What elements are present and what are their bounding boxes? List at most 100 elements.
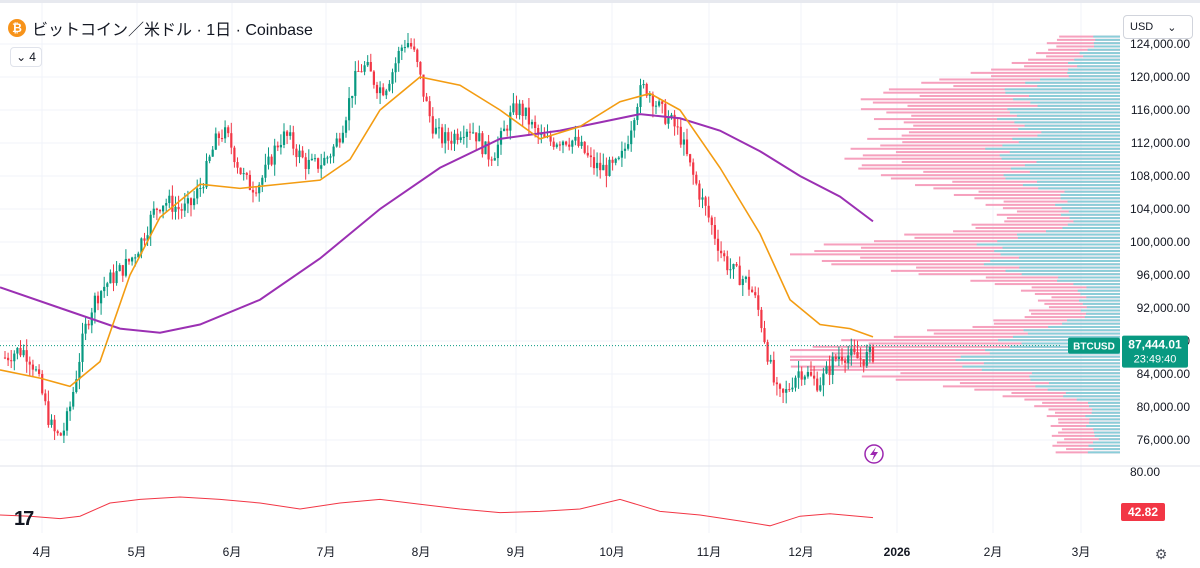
volume-profile-bar bbox=[1065, 391, 1120, 394]
candle-body bbox=[459, 137, 462, 141]
volume-profile-bar bbox=[1017, 233, 1120, 236]
candle-body bbox=[360, 71, 363, 73]
candle-body bbox=[425, 96, 428, 102]
volume-profile-bar bbox=[1036, 52, 1120, 55]
candle-body bbox=[53, 419, 56, 432]
candle-body bbox=[196, 188, 199, 199]
volume-profile-bar bbox=[844, 157, 1120, 160]
candle-body bbox=[682, 139, 685, 145]
volume-profile-bar bbox=[1030, 378, 1120, 381]
volume-profile-bar bbox=[1048, 48, 1120, 51]
candle-body bbox=[109, 272, 112, 284]
candle-body bbox=[406, 43, 410, 48]
volume-profile-bar bbox=[997, 240, 1120, 243]
candle-body bbox=[831, 356, 834, 375]
candle-body bbox=[416, 49, 419, 62]
volume-profile-bar bbox=[846, 362, 1120, 365]
volume-profile-bar bbox=[1016, 210, 1120, 213]
volume-profile-bar bbox=[974, 388, 1120, 391]
candle-body bbox=[134, 257, 137, 259]
candle-body bbox=[335, 138, 338, 147]
volume-profile-bar bbox=[883, 91, 1120, 94]
price-axis-label: 100,000.00 bbox=[1130, 235, 1190, 249]
symbol-tag bbox=[1068, 337, 1120, 354]
symbol-title[interactable]: ビットコイン／米ドル · 1日 · Coinbase bbox=[32, 22, 313, 39]
time-axis-label: 7月 bbox=[317, 545, 336, 559]
volume-profile-bar bbox=[1002, 246, 1120, 249]
volume-profile-bar bbox=[1085, 415, 1120, 418]
candle-body bbox=[661, 101, 664, 104]
candle-body bbox=[239, 167, 242, 175]
candle-body bbox=[689, 154, 692, 163]
rsi-axis-label: 80.00 bbox=[1130, 465, 1160, 479]
candle-body bbox=[19, 347, 22, 356]
chart-canvas[interactable]: 124,000.00 120,000.00 116,000.00 112,000.00… bbox=[0, 3, 1200, 568]
candle-body bbox=[13, 353, 16, 362]
volume-profile-bar bbox=[1058, 418, 1120, 421]
candle-body bbox=[273, 145, 276, 165]
volume-profile-bar bbox=[1089, 421, 1120, 424]
tradingview-logo-icon[interactable]: 17 bbox=[14, 508, 34, 530]
volume-profile-bar bbox=[1067, 200, 1120, 203]
volume-profile-bar bbox=[1025, 81, 1120, 84]
candle-body bbox=[251, 189, 255, 193]
candle-body bbox=[112, 272, 115, 284]
volume-profile-bar bbox=[1091, 411, 1120, 414]
volume-profile-bar bbox=[1066, 448, 1120, 451]
volume-profile-bar bbox=[1062, 226, 1120, 229]
chart-header: ₿ ビットコイン／米ドル · 1日 · Coinbase bbox=[8, 16, 313, 40]
candle-body bbox=[645, 83, 648, 96]
volume-profile-bar bbox=[911, 114, 1120, 117]
volume-profile-bar bbox=[1006, 217, 1120, 220]
volume-profile-bar bbox=[895, 378, 1120, 381]
volume-profile-bar bbox=[985, 276, 1120, 279]
volume-profile-bar bbox=[1068, 210, 1120, 213]
candle-body bbox=[825, 366, 828, 374]
candle-body bbox=[620, 150, 623, 158]
volume-profile-bar bbox=[1046, 230, 1120, 233]
candle-body bbox=[264, 164, 267, 178]
candle-body bbox=[803, 376, 806, 380]
candle-body bbox=[791, 387, 794, 390]
gear-icon[interactable]: ⚙ bbox=[1154, 546, 1168, 562]
candle-body bbox=[397, 50, 400, 64]
candle-body bbox=[242, 173, 245, 175]
currency-dropdown[interactable]: USD ⌄ bbox=[1123, 15, 1193, 39]
candle-body bbox=[282, 131, 286, 145]
volume-profile-bar bbox=[1041, 131, 1120, 134]
candle-body bbox=[503, 128, 506, 132]
volume-profile-bar bbox=[890, 269, 1120, 272]
volume-profile-bar bbox=[1018, 141, 1120, 144]
candle-body bbox=[332, 146, 335, 157]
candle-body bbox=[205, 160, 208, 188]
candle-body bbox=[822, 373, 825, 386]
candle-body bbox=[527, 107, 530, 125]
indicators-toggle[interactable]: ⌄ 4 bbox=[10, 47, 42, 67]
candle-body bbox=[589, 155, 592, 158]
time-axis-label: 9月 bbox=[507, 545, 526, 559]
volume-profile-bar bbox=[993, 322, 1120, 325]
candle-body bbox=[552, 141, 555, 147]
volume-profile-bar bbox=[913, 124, 1120, 127]
price-axis-label: 84,000.00 bbox=[1137, 367, 1191, 381]
candle-body bbox=[800, 371, 803, 380]
candle-body bbox=[809, 372, 813, 376]
candle-body bbox=[853, 348, 856, 353]
volume-profile-bar bbox=[1068, 75, 1120, 78]
candle-body bbox=[472, 132, 475, 134]
volume-profile-bar bbox=[812, 345, 1120, 348]
candle-body bbox=[447, 132, 450, 141]
volume-profile-bar bbox=[874, 240, 1120, 243]
volume-profile-bar bbox=[1073, 283, 1120, 286]
candle-body bbox=[797, 371, 800, 378]
volume-profile-bar bbox=[1087, 451, 1120, 454]
candle-body bbox=[605, 164, 608, 176]
volume-profile-bar bbox=[914, 236, 1120, 239]
candle-body bbox=[31, 364, 34, 370]
volume-profile-bar bbox=[1086, 306, 1120, 309]
volume-profile-bar bbox=[1037, 134, 1120, 137]
volume-profile-bar bbox=[1028, 94, 1120, 97]
candle-body bbox=[720, 250, 723, 254]
candle-body bbox=[509, 112, 512, 131]
candle-body bbox=[530, 121, 534, 125]
